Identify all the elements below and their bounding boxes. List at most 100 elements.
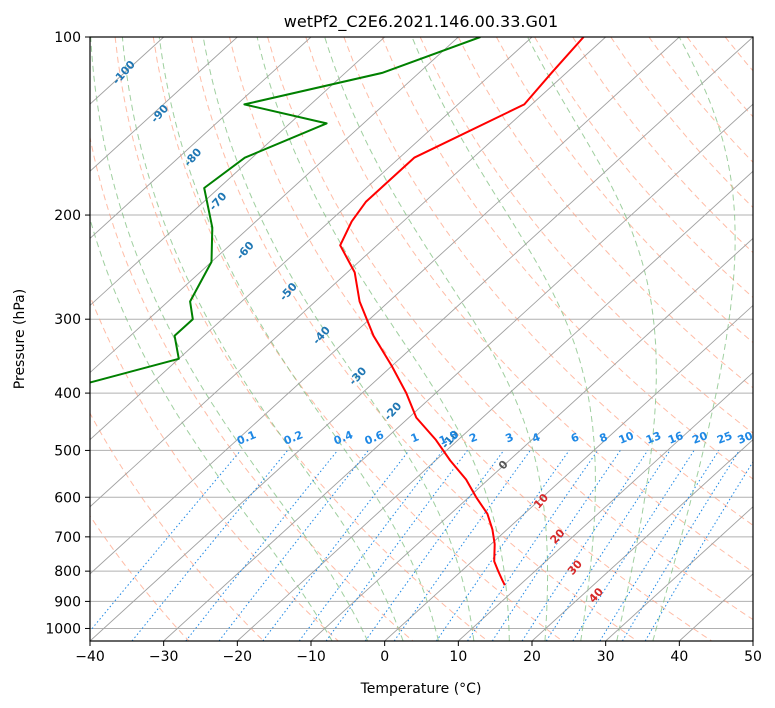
x-tick-label: 30 bbox=[597, 649, 615, 665]
isotherm-line bbox=[310, 237, 753, 641]
mixing-ratio-label: 0.1 bbox=[235, 428, 258, 447]
moist-adiabat bbox=[90, 217, 333, 641]
sounding-lines bbox=[90, 37, 585, 586]
mixing-ratio-label: 10 bbox=[617, 429, 636, 447]
y-axis-label: Pressure (hPa) bbox=[12, 289, 28, 389]
moist-adiabat bbox=[202, 37, 475, 641]
moist-adiabat bbox=[411, 37, 596, 641]
mixing-ratio-label: 16 bbox=[666, 429, 685, 447]
mixing-ratio-line bbox=[572, 450, 695, 641]
dry-adiabat bbox=[229, 37, 712, 641]
mixing-ratio-label: 1.5 bbox=[437, 428, 460, 447]
moist-adiabat bbox=[158, 37, 439, 641]
isotherm-line bbox=[752, 640, 753, 641]
mixing-ratio-label: 0.2 bbox=[282, 428, 305, 447]
mixing-ratio-label: 2 bbox=[467, 430, 479, 445]
temperature-line bbox=[339, 37, 585, 586]
dry-adiabat-label: -60 bbox=[234, 239, 257, 263]
line-labels: -100-90-80-70-60-50-40-30-20-10010203040… bbox=[110, 58, 775, 606]
isotherm-line bbox=[384, 304, 753, 641]
y-tick-label: 400 bbox=[54, 386, 81, 402]
mixing-ratio-label: 6 bbox=[569, 430, 581, 445]
isotherm-line bbox=[90, 37, 533, 441]
mixing-ratio-line bbox=[131, 450, 288, 641]
y-tick-label: 100 bbox=[54, 30, 81, 46]
mixing-ratio-label: 25 bbox=[715, 429, 734, 447]
mixing-ratio-label: 1 bbox=[409, 430, 421, 445]
mixing-ratio-label: 0.6 bbox=[363, 428, 386, 447]
y-tick-label: 900 bbox=[54, 594, 81, 610]
dry-adiabat bbox=[419, 37, 753, 434]
isotherm-line bbox=[90, 37, 385, 307]
mixing-ratio-line bbox=[599, 450, 720, 641]
dry-adiabat-label: -90 bbox=[148, 102, 171, 126]
moist-adiabats bbox=[90, 37, 736, 641]
mixing-ratio-label: 8 bbox=[598, 430, 610, 445]
dry-adiabat bbox=[190, 37, 638, 641]
dry-adiabat-label: 10 bbox=[531, 491, 551, 511]
moist-adiabat bbox=[324, 37, 549, 641]
dry-adiabat-label: -50 bbox=[277, 280, 300, 304]
isotherm-line bbox=[458, 371, 753, 641]
isotherm-line bbox=[90, 37, 753, 641]
mixing-ratio-line bbox=[262, 450, 410, 641]
dry-adiabat bbox=[343, 37, 753, 526]
mixing-ratio-label: 0.4 bbox=[332, 428, 355, 447]
mixing-ratio-label: 4 bbox=[530, 430, 542, 445]
isotherm-line bbox=[605, 506, 753, 641]
moist-adiabat bbox=[90, 37, 369, 641]
isotherm-line bbox=[237, 170, 753, 641]
mixing-ratio-label: 13 bbox=[644, 429, 663, 447]
x-tick-label: 50 bbox=[744, 649, 762, 665]
chart-title: wetPf2_C2E6.2021.146.00.33.G01 bbox=[284, 12, 558, 32]
y-tick-label: 1000 bbox=[45, 621, 81, 637]
isotherm-line bbox=[90, 37, 459, 374]
dry-adiabat-label: 30 bbox=[565, 557, 585, 577]
x-tick-label: −30 bbox=[149, 649, 179, 665]
mixing-ratio-line bbox=[90, 450, 242, 632]
mixing-ratio-line bbox=[521, 450, 649, 641]
x-tick-label: −20 bbox=[223, 649, 253, 665]
isotherm-line bbox=[90, 37, 238, 172]
y-tick-label: 600 bbox=[54, 490, 81, 506]
moist-adiabat bbox=[121, 37, 404, 641]
mixing-ratio-label: 3 bbox=[504, 430, 516, 445]
mixing-ratio-line bbox=[364, 450, 505, 641]
mixing-ratio-label: 36 bbox=[756, 429, 775, 447]
mixing-ratio-line bbox=[545, 450, 671, 641]
x-tick-label: 0 bbox=[380, 649, 389, 665]
mixing-ratio-line bbox=[621, 450, 740, 641]
x-tick-label: −40 bbox=[75, 649, 105, 665]
dry-adiabat bbox=[90, 514, 190, 641]
dry-adiabat-label: -70 bbox=[207, 190, 230, 214]
axis-ticks: −40 −30 −20 −10 0 10 20 30 40 5010020030040050060… bbox=[45, 30, 762, 665]
dry-adiabat bbox=[648, 37, 753, 163]
x-axis-label: Temperature (°C) bbox=[360, 681, 482, 697]
mixing-ratio-line bbox=[298, 450, 444, 641]
y-tick-label: 700 bbox=[54, 530, 81, 546]
dry-adiabat-label: -40 bbox=[310, 323, 333, 347]
mixing-ratio-label: 20 bbox=[690, 429, 709, 447]
mixing-ratio-line bbox=[325, 450, 468, 641]
dry-adiabat bbox=[152, 37, 563, 641]
y-tick-label: 300 bbox=[54, 312, 81, 328]
x-tick-label: 20 bbox=[523, 649, 541, 665]
mixing-ratio-line bbox=[491, 450, 621, 641]
dry-adiabat-label: -100 bbox=[110, 58, 138, 87]
isotherm-line bbox=[163, 103, 753, 641]
mixing-ratio-lines bbox=[90, 450, 753, 641]
y-tick-label: 500 bbox=[54, 443, 81, 459]
x-tick-label: 10 bbox=[449, 649, 467, 665]
isotherm-line bbox=[90, 37, 680, 575]
dry-adiabat bbox=[90, 412, 264, 641]
dry-adiabat bbox=[572, 37, 753, 254]
moist-adiabat bbox=[652, 37, 736, 641]
x-tick-label: −10 bbox=[296, 649, 326, 665]
dry-adiabat bbox=[90, 294, 339, 641]
y-tick-label: 800 bbox=[54, 564, 81, 580]
plot-frame bbox=[89, 36, 754, 642]
dry-adiabat bbox=[724, 37, 753, 72]
isotherm-line bbox=[531, 439, 753, 641]
